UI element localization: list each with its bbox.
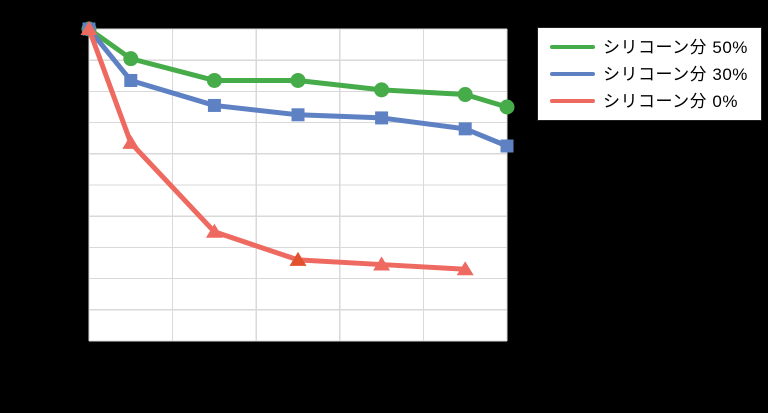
data-point-marker-square (375, 111, 389, 125)
data-point-marker-square (458, 122, 472, 136)
data-point-marker-circle (206, 72, 222, 88)
legend-line-sample-red (550, 99, 595, 103)
data-point-marker-triangle (80, 21, 98, 35)
data-point-marker-triangle (122, 134, 140, 149)
legend-line-sample-green (550, 45, 595, 49)
data-point-marker-triangle (205, 223, 223, 238)
legend-item-silicone-50: シリコーン分 50% (550, 34, 753, 61)
data-point-marker-triangle (289, 251, 307, 266)
data-point-marker-circle (123, 51, 139, 67)
data-point-marker-circle (290, 72, 306, 88)
data-point-marker-triangle (373, 256, 391, 271)
data-point-marker-circle (499, 99, 515, 115)
data-point-marker-square (500, 139, 514, 153)
legend-line-sample-blue (550, 72, 595, 76)
data-point-marker-square (207, 98, 221, 112)
legend-item-silicone-30: シリコーン分 30% (550, 61, 753, 88)
series-line-2 (86, 26, 468, 272)
data-point-marker-square (291, 108, 305, 122)
legend-label-silicone-30: シリコーン分 30% (603, 64, 748, 84)
legend-label-silicone-50: シリコーン分 50% (603, 37, 748, 57)
legend-label-silicone-0: シリコーン分 0% (603, 91, 738, 111)
chart-legend: シリコーン分 50% シリコーン分 30% シリコーン分 0% (537, 27, 762, 121)
data-point-marker-circle (457, 87, 473, 103)
data-point-marker-square (124, 73, 138, 87)
legend-item-silicone-0: シリコーン分 0% (550, 88, 753, 115)
data-point-marker-triangle (456, 261, 474, 276)
data-point-marker-circle (374, 82, 390, 98)
